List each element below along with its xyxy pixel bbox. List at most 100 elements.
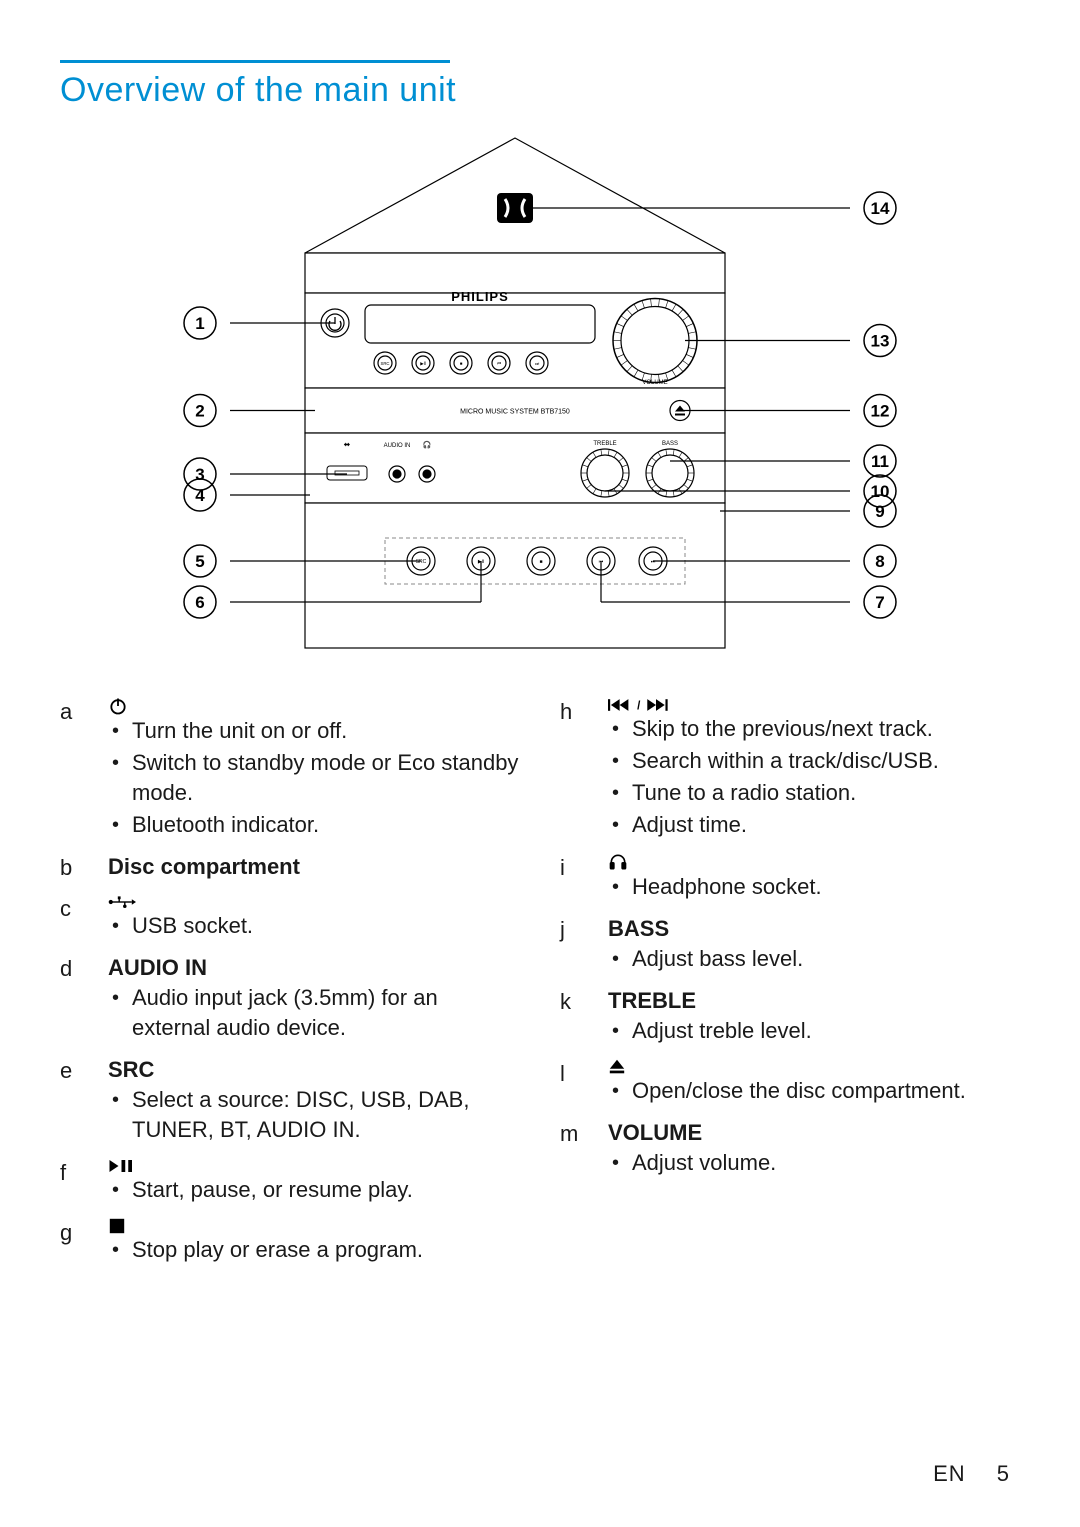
legend-item: bDisc compartment <box>60 852 520 883</box>
legend-label: TREBLE <box>608 986 1020 1016</box>
svg-text:AUDIO IN: AUDIO IN <box>384 443 411 449</box>
legend-key: j <box>560 914 608 976</box>
legend-label <box>108 696 520 716</box>
legend-bullet: Select a source: DISC, USB, DAB, TUNER, … <box>132 1085 520 1145</box>
svg-text:9: 9 <box>875 502 884 521</box>
legend-key: a <box>60 696 108 842</box>
legend-bullet: Search within a track/disc/USB. <box>632 746 1020 776</box>
legend-label <box>608 1058 1020 1076</box>
legend-item: eSRCSelect a source: DISC, USB, DAB, TUN… <box>60 1055 520 1147</box>
svg-text:2: 2 <box>195 402 204 421</box>
legend-bullets: Stop play or erase a program. <box>108 1235 520 1265</box>
legend-label: Disc compartment <box>108 852 520 882</box>
svg-text:⏭: ⏭ <box>535 361 539 366</box>
svg-text:14: 14 <box>871 199 890 218</box>
legend-item: jBASSAdjust bass level. <box>560 914 1020 976</box>
legend-key: l <box>560 1058 608 1108</box>
svg-text:⬌: ⬌ <box>344 440 351 449</box>
legend-key: k <box>560 986 608 1048</box>
svg-text:TREBLE: TREBLE <box>593 441 616 447</box>
svg-text:/: / <box>637 699 641 712</box>
svg-text:13: 13 <box>871 332 890 351</box>
legend-bullet: Switch to standby mode or Eco standby mo… <box>132 748 520 808</box>
legend-bullet: USB socket. <box>132 911 520 941</box>
legend-bullet: Bluetooth indicator. <box>132 810 520 840</box>
legend-item: i Headphone socket. <box>560 852 1020 904</box>
legend-bullets: Turn the unit on or off.Switch to standb… <box>108 716 520 840</box>
legend-item: h / Skip to the previous/next track.Search… <box>560 696 1020 842</box>
svg-text:11: 11 <box>871 452 889 471</box>
legend-bullet: Start, pause, or resume play. <box>132 1175 520 1205</box>
legend-key: i <box>560 852 608 904</box>
legend-bullet: Headphone socket. <box>632 872 1020 902</box>
stop-icon <box>108 1217 126 1235</box>
svg-text:▶Ⅱ: ▶Ⅱ <box>420 361 425 366</box>
legend-bullet: Audio input jack (3.5mm) for an external… <box>132 983 520 1043</box>
legend-item: mVOLUMEAdjust volume. <box>560 1118 1020 1180</box>
legend-key: f <box>60 1157 108 1207</box>
legend-bullets: Audio input jack (3.5mm) for an external… <box>108 983 520 1043</box>
skip-icon: / <box>608 696 688 714</box>
footer-page: 5 <box>997 1461 1010 1486</box>
legend-bullet: Tune to a radio station. <box>632 778 1020 808</box>
legend-right-column: h / Skip to the previous/next track.Search… <box>560 696 1020 1277</box>
legend-item: gStop play or erase a program. <box>60 1217 520 1267</box>
usb-icon <box>108 893 136 911</box>
legend-bullets: USB socket. <box>108 911 520 941</box>
legend-label-text: BASS <box>608 914 669 944</box>
play-pause-icon <box>108 1157 138 1175</box>
legend-key: c <box>60 893 108 943</box>
svg-text:SRC: SRC <box>380 361 389 366</box>
legend-label <box>108 1217 520 1235</box>
svg-text:BASS: BASS <box>662 441 678 447</box>
legend-bullets: Adjust volume. <box>608 1148 1020 1178</box>
unit-diagram: PHILIPS SRC ▶Ⅱ ■ ⏮ ⏭ VOLUME MICRO MUSIC SYSTEM … <box>160 128 920 668</box>
legend-bullets: Adjust bass level. <box>608 944 1020 974</box>
legend-label-text: TREBLE <box>608 986 696 1016</box>
legend-bullet: Adjust treble level. <box>632 1016 1020 1046</box>
legend-label-text: VOLUME <box>608 1118 702 1148</box>
legend-key: d <box>60 953 108 1045</box>
page-footer: EN 5 <box>933 1461 1010 1487</box>
svg-text:■: ■ <box>539 559 542 565</box>
legend-label: BASS <box>608 914 1020 944</box>
svg-text:MICRO MUSIC SYSTEM BTB7150: MICRO MUSIC SYSTEM BTB7150 <box>460 409 570 416</box>
svg-text:🎧: 🎧 <box>423 440 432 449</box>
legend-bullets: Adjust treble level. <box>608 1016 1020 1046</box>
svg-text:1: 1 <box>195 314 204 333</box>
legend-item: aTurn the unit on or off.Switch to stand… <box>60 696 520 842</box>
svg-text:12: 12 <box>871 402 890 421</box>
legend-label <box>108 893 520 911</box>
legend-bullet: Adjust bass level. <box>632 944 1020 974</box>
legend-bullet: Skip to the previous/next track. <box>632 714 1020 744</box>
legend-item: f Start, pause, or resume play. <box>60 1157 520 1207</box>
svg-text:PHILIPS: PHILIPS <box>451 289 509 304</box>
legend-item: lOpen/close the disc compartment. <box>560 1058 1020 1108</box>
legend-bullet: Adjust volume. <box>632 1148 1020 1178</box>
legend-label: AUDIO IN <box>108 953 520 983</box>
page-title: Overview of the main unit <box>60 71 1020 110</box>
legend-key: g <box>60 1217 108 1267</box>
legend-key: h <box>560 696 608 842</box>
legend-label: VOLUME <box>608 1118 1020 1148</box>
legend-label: / <box>608 696 1020 714</box>
svg-text:4: 4 <box>195 486 205 505</box>
headphone-icon <box>608 852 628 872</box>
legend-item: c USB socket. <box>60 893 520 943</box>
svg-text:■: ■ <box>460 361 463 366</box>
eject-icon <box>608 1058 626 1076</box>
svg-text:8: 8 <box>875 552 884 571</box>
svg-text:⏮: ⏮ <box>497 361 501 366</box>
svg-text:SRC: SRC <box>416 559 427 565</box>
legend-key: m <box>560 1118 608 1180</box>
svg-text:VOLUME: VOLUME <box>642 380 667 386</box>
legend-item: kTREBLEAdjust treble level. <box>560 986 1020 1048</box>
legend-left-column: aTurn the unit on or off.Switch to stand… <box>60 696 520 1277</box>
svg-text:7: 7 <box>875 593 884 612</box>
legend-label <box>608 852 1020 872</box>
svg-text:3: 3 <box>195 465 204 484</box>
svg-text:10: 10 <box>871 482 890 501</box>
power-icon <box>108 696 128 716</box>
legend-key: e <box>60 1055 108 1147</box>
header-rule <box>60 60 450 63</box>
